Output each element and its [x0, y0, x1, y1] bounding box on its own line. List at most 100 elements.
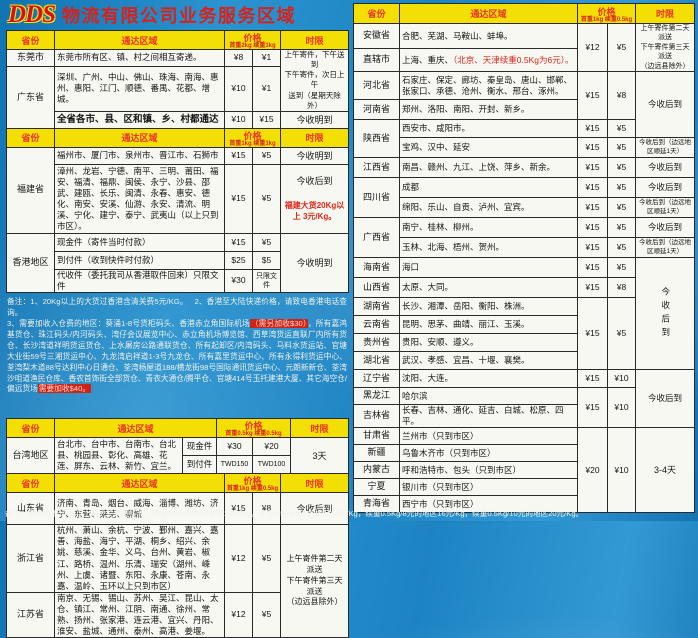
- area-cell: 台北市、台中市、台南市、台北县、桃园县、彰化、高雄、花莲、屏东、云林、新竹、宜兰…: [54, 437, 183, 475]
- surcharge-highlight: 需要加收$40。: [37, 384, 92, 394]
- area-cell: 代收件（委托我司从香港取件回来）只限文件: [54, 268, 225, 293]
- province-cell: 湖北省: [353, 351, 400, 371]
- fujian-heavy-cargo-note: 福建大货20Kg以上 3元/Kg。: [284, 201, 345, 221]
- price-first-cell: $25: [224, 250, 253, 270]
- time-cell: 上午寄件第二天派送 下午寄件第三天派送 （边远县除外）: [635, 22, 696, 73]
- area-cell: 到付件（收到快件时付款）: [54, 250, 225, 270]
- time-cell: 今收后到: [635, 157, 696, 179]
- header-price: 价格 首重1kg 续重1kg: [223, 127, 282, 148]
- area-cell: 昆明、思茅、曲靖、丽江、玉溪。: [399, 315, 578, 335]
- header-price: 价格 首重0.5kg 续重0.5kg: [216, 418, 292, 439]
- price-first-cell: ¥15: [577, 387, 608, 429]
- province-cell: 海南省: [353, 257, 400, 279]
- price-first-cell: ¥30: [224, 268, 253, 293]
- header-province: 省份: [353, 3, 400, 24]
- table-row: 陕西省 西安市、咸阳市。 ¥15 ¥5: [353, 119, 695, 159]
- price-add-cell: ¥5: [606, 257, 637, 279]
- left-column: DDS 物流有限公司业务服务区域 省份 通达区域 价格 首重2kg 续重1kg …: [6, 1, 350, 638]
- price-first-cell: ¥15: [577, 369, 608, 389]
- price-first-cell: ¥15: [224, 146, 253, 165]
- header-price-label: 价格: [597, 6, 616, 17]
- header-price-label: 价格: [244, 421, 263, 432]
- table-row: 广西省 南宁、桂林、柳州。 ¥15 ¥5 今收后到: [353, 217, 696, 259]
- header-province: 省份: [6, 127, 55, 148]
- table-row: 福建省 福州市、厦门市、泉州市、晋江市、石狮市 ¥15 ¥5 今收明到: [6, 146, 350, 234]
- table-header-row: 省份 通达区域 价格 首重1kg 续重1kg 时限: [6, 127, 350, 148]
- price-add-cell: ¥5: [606, 237, 637, 259]
- table-row: 山东省 济南、青岛、烟台、威海、淄博、潍坊、济宁、东营、莱芜、聊城 ¥15 ¥8…: [6, 492, 350, 526]
- time-cell: 今收后到: [280, 492, 350, 526]
- province-cell: 吉林省: [353, 404, 400, 429]
- table-header-row: 省份 通达区域 价格 首重1kg 续重0.5kg 时限: [353, 3, 696, 24]
- province-cell: 四川省: [353, 177, 400, 219]
- table-row: 广东省 深圳、广州、中山、佛山、珠海、南海、惠州、惠阳、江门、顺德、番禺、花都、…: [6, 66, 349, 129]
- note-line: 3、需要加收入仓费的地区：葵涌1-8号货柜码头、香港赤立角国际机场: [7, 318, 250, 328]
- table-row: 山西省 太原、大同。 ¥15 ¥8: [353, 277, 695, 299]
- price-first-cell: ¥15: [577, 257, 608, 279]
- table-header-row: 省份 通达区域 价格 首重1kg 续重0.5kg 时限: [6, 473, 350, 494]
- header-price-sub: 首重2kg 续重1kg: [229, 43, 276, 49]
- header-price: 价格 首重1kg 续重0.5kg: [223, 473, 282, 494]
- time-cell: 今收后到: [635, 71, 696, 139]
- header-price-label: 价格: [243, 130, 262, 141]
- time-cell: 上午寄件，下午送到 下午寄件，次日上午 送到（星期天除外）: [280, 49, 350, 112]
- price-first-cell: ¥12: [224, 524, 253, 593]
- table-row: 直辖市 上海、重庆、（北京、天津续重0.5Kg为6元）。: [353, 48, 695, 73]
- province-cell: 安徽省: [353, 22, 400, 50]
- area-cell: 石家庄、保定、廊坊、秦皇岛、唐山、邯郸、张家口、承德、沧州、衡水、邢台、涿州。: [399, 71, 578, 101]
- province-cell: 广西省: [353, 217, 400, 259]
- province-cell: 香港地区: [6, 232, 55, 293]
- pay-type-cell: 现金件: [181, 437, 218, 457]
- time-cell: 今收后到 福建大货20Kg以上 3元/Kg。: [280, 163, 350, 234]
- header-time: 时限: [280, 30, 350, 50]
- header-province: 省份: [6, 418, 55, 439]
- price-first-cell: ¥15: [577, 277, 608, 299]
- time-cell: 今收后到（边远地区顺延1天）: [635, 197, 696, 219]
- price-add-cell: ¥5: [251, 524, 282, 593]
- price-first-cell: ¥15: [577, 71, 608, 121]
- time-cell: 今收明到: [280, 110, 350, 129]
- area-cell: 南宁、桂林、柳州。: [399, 217, 578, 239]
- area-cell: 西安市、咸阳市。: [399, 119, 578, 139]
- area-cell: 长春、吉林、通化、延吉、白城、松原、四平。: [399, 404, 578, 429]
- domestic-heavy-cargo-note: 备注：国内城市20Kg以上的大货收费标准：续重0.5Kg/5元的地区10元/Kg…: [5, 509, 584, 519]
- price-add-cell: ¥8: [606, 71, 637, 121]
- area-cell: 海口: [399, 257, 578, 279]
- taiwan-table-wrap: 省份 通达区域 价格 首重0.5kg 续重0.5kg 时限 台湾地区 台北市、台…: [6, 418, 350, 475]
- time-cell: 3天: [290, 437, 350, 475]
- table-row: 江西省 南昌、赣州、九江、上饶、萍乡、新余。 ¥15 ¥5 今收后到: [353, 157, 696, 179]
- header-price-sub: 首重1kg 续重1kg: [229, 140, 276, 147]
- price-first-cell: ¥10: [224, 110, 253, 129]
- province-cell: 江苏省: [6, 591, 55, 638]
- east-china-table: 省份 通达区域 价格 首重1kg 续重0.5kg 时限 山东省 济南、青岛、烟台…: [6, 473, 350, 638]
- area-cell: 南昌、赣州、九江、上饶、萍乡、新余。: [399, 157, 578, 179]
- area-cell: 福州市、厦门市、泉州市、晋江市、石狮市: [54, 146, 225, 165]
- area-cell: 郑州、洛阳、南阳、开封、新乡。: [399, 99, 578, 121]
- header-province: 省份: [6, 30, 55, 50]
- area-text: 上海、重庆、: [402, 54, 454, 65]
- time-text: 今收后到: [296, 175, 333, 186]
- price-add-cell: ¥5: [606, 119, 637, 139]
- time-cell: 3-4天: [635, 427, 696, 514]
- price-first-cell: ¥15: [224, 232, 253, 252]
- table-row: 辽宁省 沈阳、大连。 ¥15 ¥10 今收后到: [353, 369, 696, 429]
- table-row: 到付件 TWD150 TWD100: [7, 455, 349, 475]
- price-add-cell: ¥5: [251, 163, 282, 234]
- table-row: 代收件（委托我司从香港取件回来）只限文件 ¥30 只限文件: [7, 268, 349, 293]
- table-row: 玉林、北海、梧州、贺州。 ¥15 ¥5 今收后到（边远地区顺延1天）: [354, 237, 696, 259]
- price-first-cell: ¥15: [224, 163, 253, 234]
- area-cell: 深圳、广州、中山、佛山、珠海、南海、惠州、惠阳、江门、顺德、番禺、花都、增城。: [54, 66, 225, 112]
- header-price-sub: 首重1kg 续重0.5kg: [580, 16, 633, 23]
- price-add-cell: ¥5: [606, 297, 637, 371]
- area-cell: 沈阳、大连。: [399, 369, 578, 389]
- table-row: 漳州、龙岩、宁德、南平、三明、莆田、福安、福清、福鼎、闽侯、永宁、沙县、邵武、建…: [7, 163, 350, 234]
- province-cell: 东莞市: [6, 49, 55, 67]
- table-header-row: 省份 通达区域 价格 首重0.5kg 续重0.5kg 时限: [6, 418, 350, 439]
- area-red-note: （北京、天津续重0.5Kg为6元）。: [453, 54, 574, 65]
- price-first-cell: ¥15: [577, 137, 608, 159]
- province-cell: 浙江省: [6, 524, 55, 593]
- time-cell: 上午寄件第二天派送 下午寄件第三天派送 （边远县除外）: [280, 524, 350, 638]
- time-cell: 今收明到: [280, 232, 350, 293]
- header-area: 通达区域: [54, 473, 225, 494]
